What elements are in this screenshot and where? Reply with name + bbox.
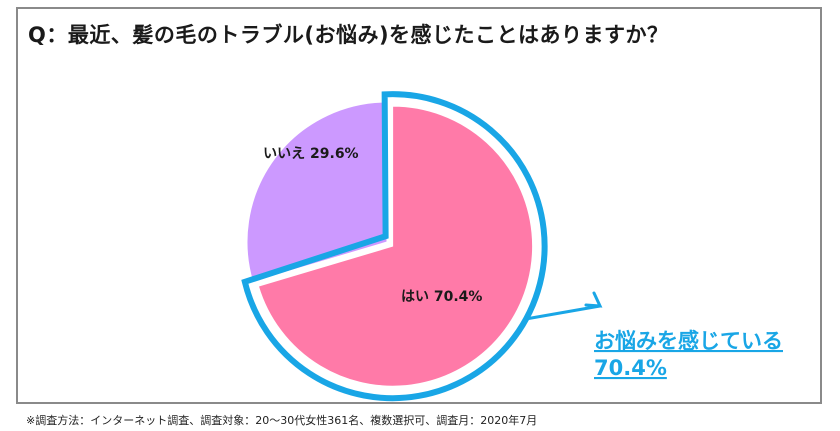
survey-footnote: ※調査方法：インターネット調査、調査対象：20～30代女性361名、複数選択可、… [26, 414, 538, 427]
slice-label-no: いいえ 29.6% [263, 146, 358, 162]
pie-slice-no [246, 101, 388, 283]
chart-title: Q：最近、髪の毛のトラブル(お悩み)を感じたことはありますか？ [28, 23, 669, 47]
callout-arrow-line [528, 304, 601, 320]
highlight-outline [241, 91, 548, 402]
callout-text: お悩みを感じている [594, 329, 783, 353]
callout-arrow-head [584, 291, 603, 308]
callout-percent: 70.4% [594, 356, 667, 380]
slice-label-yes: はい 70.4% [401, 289, 482, 305]
pie-slice-yes [257, 105, 534, 387]
